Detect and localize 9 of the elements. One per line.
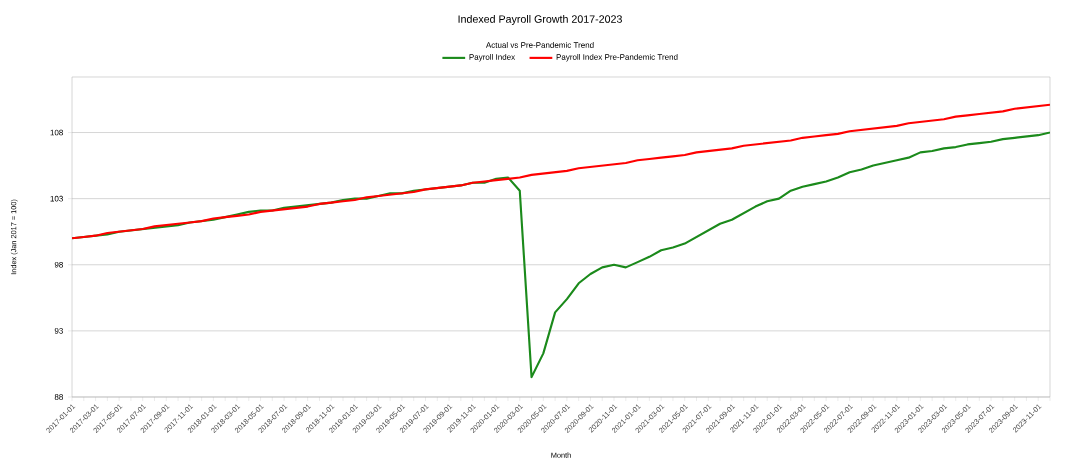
y-tick-label: 108 <box>50 129 63 136</box>
chart-subtitle: Actual vs Pre-Pandemic Trend <box>485 42 594 48</box>
y-tick-label: 93 <box>54 328 63 334</box>
y-tick-label: 98 <box>54 261 63 268</box>
y-tick-label: 103 <box>50 195 63 202</box>
legend-label: Payroll Index <box>469 53 516 62</box>
chart-title: Indexed Payroll Growth 2017-2023 <box>458 15 622 25</box>
legend-label: Payroll Index Pre-Pandemic Trend <box>556 53 678 62</box>
y-tick-label: 88 <box>54 394 63 400</box>
